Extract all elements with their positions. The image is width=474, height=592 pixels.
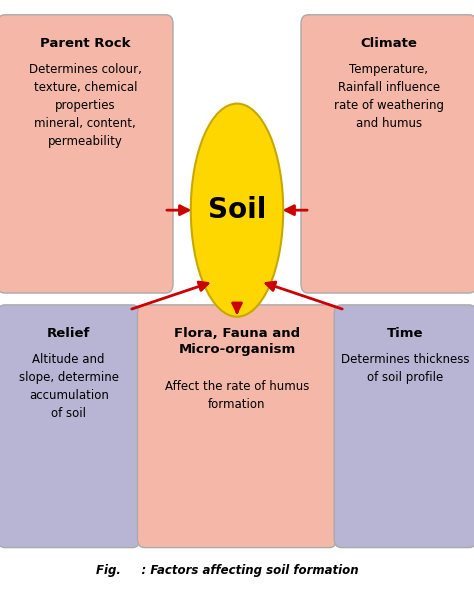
- Text: Relief: Relief: [47, 327, 91, 340]
- Text: Soil: Soil: [208, 196, 266, 224]
- Text: Climate: Climate: [360, 37, 417, 50]
- Text: Determines thickness
of soil profile: Determines thickness of soil profile: [341, 353, 470, 384]
- Text: Temperature,
Rainfall influence
rate of weathering
and humus: Temperature, Rainfall influence rate of …: [334, 63, 444, 130]
- FancyBboxPatch shape: [0, 15, 173, 293]
- Text: Time: Time: [387, 327, 424, 340]
- Ellipse shape: [191, 104, 283, 317]
- Text: Parent Rock: Parent Rock: [40, 37, 130, 50]
- FancyBboxPatch shape: [334, 305, 474, 548]
- Text: Affect the rate of humus
formation: Affect the rate of humus formation: [165, 380, 309, 411]
- Text: Altitude and
slope, determine
accumulation
of soil: Altitude and slope, determine accumulati…: [19, 353, 118, 420]
- Text: Fig.     : Factors affecting soil formation: Fig. : Factors affecting soil formation: [96, 564, 359, 577]
- Text: Flora, Fauna and
Micro-organism: Flora, Fauna and Micro-organism: [174, 327, 300, 356]
- FancyBboxPatch shape: [301, 15, 474, 293]
- FancyBboxPatch shape: [0, 305, 140, 548]
- FancyBboxPatch shape: [137, 305, 337, 548]
- Text: Determines colour,
texture, chemical
properties
mineral, content,
permeability: Determines colour, texture, chemical pro…: [29, 63, 142, 149]
